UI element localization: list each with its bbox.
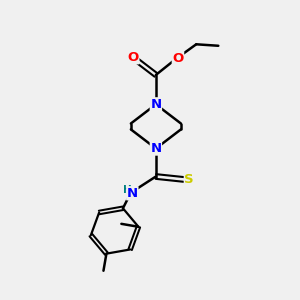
Text: O: O	[172, 52, 184, 64]
Text: N: N	[150, 142, 161, 155]
Text: S: S	[184, 173, 194, 186]
Text: N: N	[150, 98, 161, 111]
Text: O: O	[128, 51, 139, 64]
Text: H: H	[123, 185, 132, 195]
Text: N: N	[127, 187, 138, 200]
